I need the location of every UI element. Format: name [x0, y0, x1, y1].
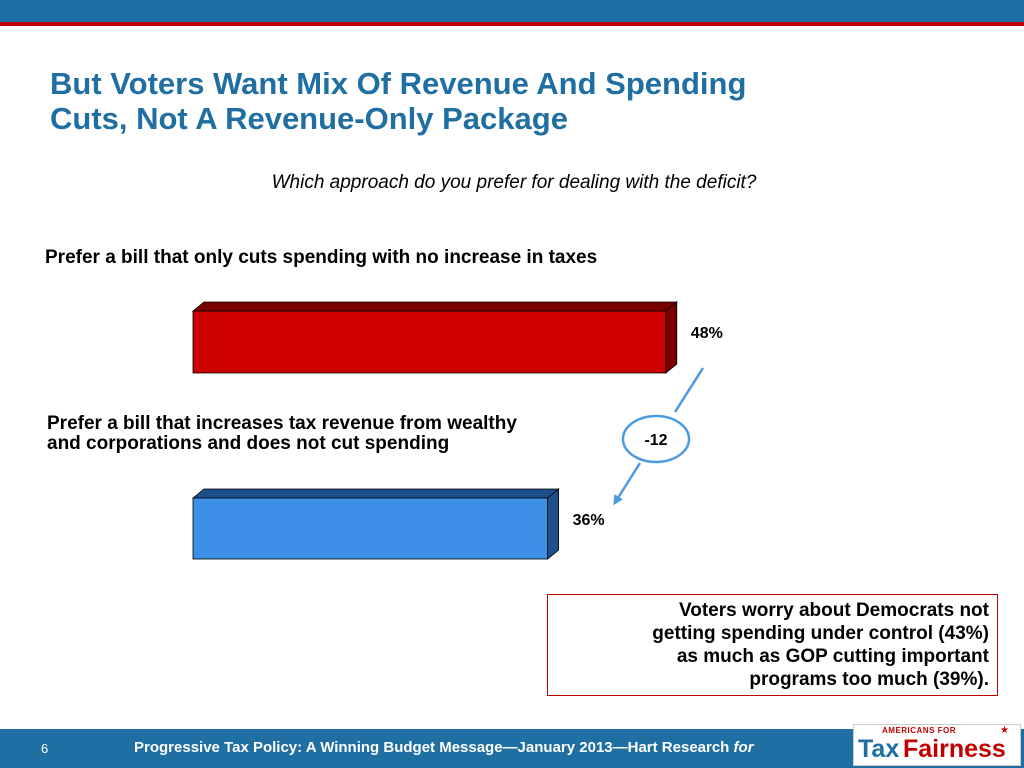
difference-ellipse [621, 414, 691, 464]
footer-for: for [733, 739, 754, 756]
bar [192, 310, 667, 374]
callout-line: getting spending under control (43%) [652, 623, 989, 644]
difference-arrow-lower [613, 462, 642, 506]
category-label-spending-cuts: Prefer a bill that only cuts spending wi… [45, 248, 597, 268]
footer-title: Progressive Tax Policy: A Winning Budget… [134, 739, 734, 756]
bar-top-face [191, 301, 678, 312]
logo-fairness-text: Fairness [903, 735, 1006, 763]
callout-note-text: Voters worry about Democrats not getting… [559, 599, 989, 691]
category-label-line: Prefer a bill that only cuts spending wi… [45, 247, 598, 268]
tax-fairness-logo: AMERICANS FOR ★ Tax Fairness [853, 724, 1021, 766]
difference-annotation: -12 [613, 367, 705, 506]
callout-line: programs too much (39%). [749, 669, 989, 690]
bar-value-label: 36% [573, 512, 605, 529]
category-label-line: Prefer a bill that increases tax revenue… [47, 413, 517, 434]
top-header-bar [0, 0, 1024, 22]
logo-tax-text: Tax [858, 735, 900, 763]
survey-question: Which approach do you prefer for dealing… [271, 172, 757, 193]
difference-label: -12 [644, 432, 667, 449]
logo-top-text: AMERICANS FOR [882, 726, 957, 735]
bar-side-face [547, 488, 559, 560]
slide-title-line-2: Cuts, Not A Revenue-Only Package [50, 101, 568, 136]
category-label-line: and corporations and does not cut spendi… [47, 433, 450, 454]
slide-title: But Voters Want Mix Of Revenue And Spend… [50, 66, 850, 136]
slide-title-line-1: But Voters Want Mix Of Revenue And Spend… [50, 66, 747, 101]
page-number: 6 [41, 741, 49, 756]
bars-group: 48% 36% [191, 301, 723, 560]
callout-note-box: Voters worry about Democrats not getting… [547, 594, 998, 696]
logo-star-icon: ★ [1000, 725, 1009, 736]
bar-top-face [191, 488, 560, 499]
difference-arrow-upper [673, 367, 705, 413]
callout-line: Voters worry about Democrats not [678, 600, 989, 621]
bar-value-label: 48% [691, 325, 723, 342]
callout-line: as much as GOP cutting important [676, 646, 989, 667]
category-label-tax-revenue: Prefer a bill that increases tax revenue… [47, 414, 647, 454]
bar [192, 497, 549, 560]
bar-side-face [665, 301, 678, 374]
top-header-accent-line [0, 22, 1024, 26]
footer-text: Progressive Tax Policy: A Winning Budget… [134, 739, 754, 756]
